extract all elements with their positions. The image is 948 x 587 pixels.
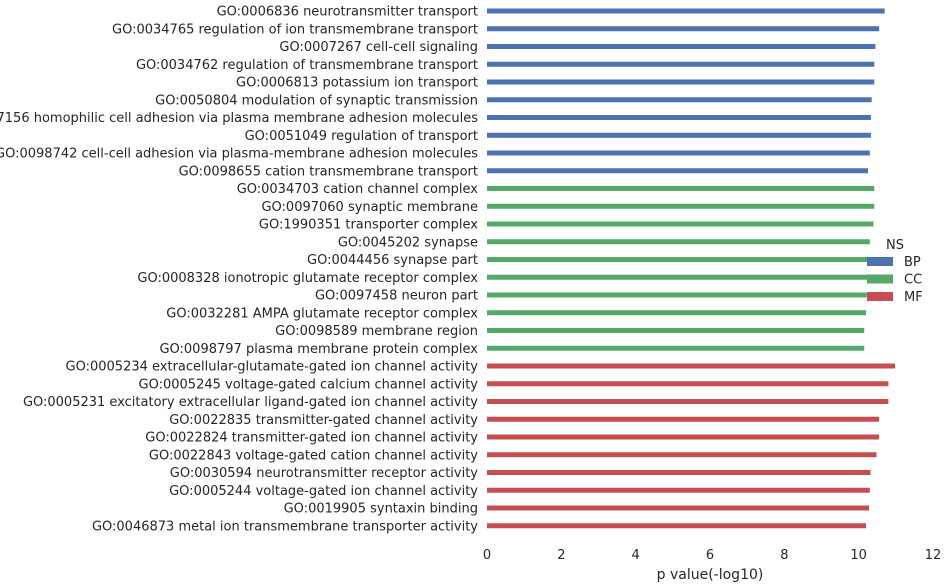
category-label: GO:0022843 voltage-gated cation channel … xyxy=(149,448,478,463)
bar-mf-24 xyxy=(487,434,880,440)
bar-cc-11 xyxy=(487,203,875,209)
bar-cc-16 xyxy=(487,292,867,298)
bar-bp-5 xyxy=(487,97,872,103)
x-tick-label: 0 xyxy=(483,548,491,563)
category-label: GO:0045202 synapse xyxy=(338,235,478,250)
x-tick-label: 6 xyxy=(706,548,714,563)
category-label: GO:0007267 cell-cell signaling xyxy=(279,40,478,55)
x-tick-label: 4 xyxy=(632,548,640,563)
category-label: GO:0046873 metal ion transmembrane trans… xyxy=(92,519,478,534)
category-label: GO:0022835 transmitter-gated channel act… xyxy=(169,413,478,428)
category-label: GO:0006813 potassium ion transport xyxy=(236,76,478,91)
category-label: GO:0051049 regulation of transport xyxy=(245,129,478,144)
bar-bp-9 xyxy=(487,168,868,174)
bar-bp-7 xyxy=(487,132,871,138)
bar-bp-6 xyxy=(487,115,871,120)
legend-title: NS xyxy=(886,238,904,253)
category-label: GO:1990351 transporter complex xyxy=(259,218,478,233)
bar-bp-1 xyxy=(487,26,880,32)
x-axis-ticks-group: 0 2 4 6 8 10 12 xyxy=(483,548,941,563)
legend-label-bp: BP xyxy=(904,255,921,270)
category-label: GO:0022824 transmitter-gated ion channel… xyxy=(145,431,478,446)
bar-bp-8 xyxy=(487,150,870,156)
category-label: GO:0097458 neuron part xyxy=(315,289,478,304)
legend-swatch-cc xyxy=(867,274,893,284)
category-label: GO:0008328 ionotropic glutamate receptor… xyxy=(137,271,478,286)
category-label: GO:0097060 synaptic membrane xyxy=(261,200,478,215)
x-axis-title: p value(-log10) xyxy=(657,567,764,583)
category-labels-group: GO:0006836 neurotransmitter transport GO:… xyxy=(0,5,478,535)
category-label: GO:0050804 modulation of synaptic transm… xyxy=(155,93,478,108)
x-tick-label: 10 xyxy=(850,548,867,563)
bar-mf-26 xyxy=(487,470,871,475)
bar-mf-20 xyxy=(487,363,896,369)
bar-cc-13 xyxy=(487,239,870,245)
legend-label-cc: CC xyxy=(904,273,922,288)
x-tick-label: 8 xyxy=(780,548,788,563)
legend-swatch-mf xyxy=(867,292,893,301)
category-label: GO:0005244 voltage-gated ion channel act… xyxy=(169,484,478,499)
bar-mf-23 xyxy=(487,416,880,422)
bar-cc-18 xyxy=(487,328,865,333)
bar-mf-29 xyxy=(487,523,867,529)
category-label: GO:0005234 extracellular-glutamate-gated… xyxy=(66,360,479,375)
bar-mf-27 xyxy=(487,487,870,493)
category-label: GO:0034703 cation channel complex xyxy=(237,182,479,197)
bar-cc-12 xyxy=(487,221,874,227)
category-label: GO:0032281 AMPA glutamate receptor compl… xyxy=(166,306,478,321)
x-tick-label: 12 xyxy=(925,548,942,563)
category-label: GO:0098655 cation transmembrane transpor… xyxy=(179,164,478,179)
bar-bp-2 xyxy=(487,44,876,49)
bar-bp-4 xyxy=(487,79,875,85)
bar-bp-0 xyxy=(487,8,885,14)
category-label: GO:0098742 cell-cell adhesion via plasma… xyxy=(0,147,478,162)
bar-cc-14 xyxy=(487,257,870,262)
category-label: GO:0034765 regulation of ion transmembra… xyxy=(112,22,478,37)
bar-bp-3 xyxy=(487,61,875,67)
category-label: GO:0034762 regulation of transmembrane t… xyxy=(136,58,478,73)
bar-mf-28 xyxy=(487,505,870,511)
bar-mf-25 xyxy=(487,452,877,458)
bar-cc-10 xyxy=(487,186,875,191)
legend-swatch-bp xyxy=(867,257,893,266)
category-label: GO:0005245 voltage-gated calcium channel… xyxy=(139,377,479,392)
category-label: GO:0098589 membrane region xyxy=(275,324,478,339)
category-label: GO:0044456 synapse part xyxy=(307,253,478,268)
category-label: GO:0007156 homophilic cell adhesion via … xyxy=(0,111,478,126)
category-label: GO:0019905 syntaxin binding xyxy=(284,502,478,517)
bars-group xyxy=(487,8,896,529)
category-label: GO:0006836 neurotransmitter transport xyxy=(217,5,478,20)
category-label: GO:0098797 plasma membrane protein compl… xyxy=(159,342,478,357)
x-tick-label: 2 xyxy=(557,548,565,563)
bar-cc-15 xyxy=(487,274,868,280)
category-label: GO:0005231 excitatory extracellular liga… xyxy=(23,395,478,410)
legend-label-mf: MF xyxy=(904,290,923,305)
category-label: GO:0030594 neurotransmitter receptor act… xyxy=(170,466,479,481)
bar-mf-21 xyxy=(487,381,889,387)
bar-mf-22 xyxy=(487,399,889,404)
bar-cc-19 xyxy=(487,345,865,351)
bar-cc-17 xyxy=(487,310,867,316)
